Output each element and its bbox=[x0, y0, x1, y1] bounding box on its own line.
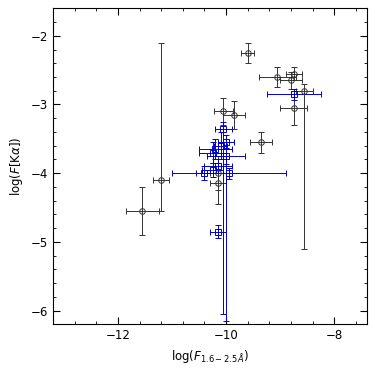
X-axis label: log($F_{1.6-2.5\,\AA}$): log($F_{1.6-2.5\,\AA}$) bbox=[171, 348, 249, 365]
Y-axis label: log($F$[K$\alpha$]): log($F$[K$\alpha$]) bbox=[8, 137, 26, 196]
